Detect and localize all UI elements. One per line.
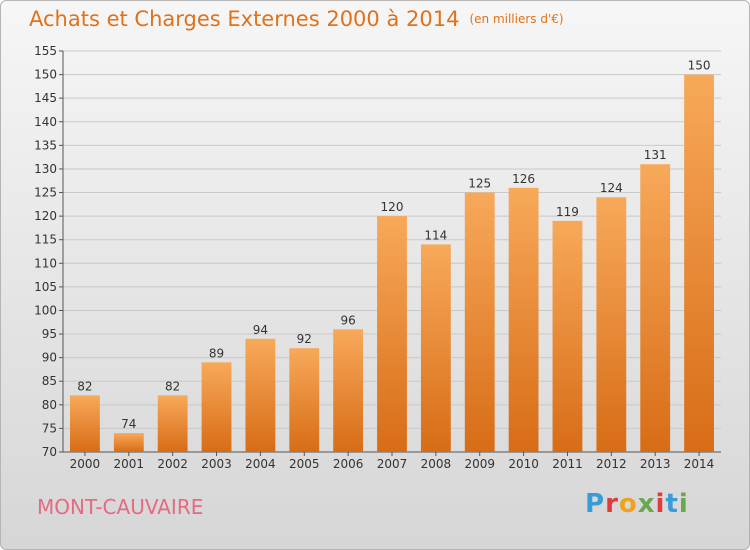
bar: [245, 338, 276, 452]
data-label: 124: [600, 181, 623, 195]
y-tick-label: 120: [34, 209, 57, 223]
logo-letter: t: [665, 489, 679, 519]
y-tick-label: 105: [34, 280, 57, 294]
proxiti-logo[interactable]: Proxiti: [585, 489, 689, 519]
y-tick-label: 75: [42, 421, 57, 435]
x-tick-label: 2011: [552, 457, 583, 471]
bar: [377, 216, 407, 452]
y-tick-label: 155: [34, 44, 57, 58]
data-label: 82: [77, 379, 92, 393]
bar: [420, 244, 451, 452]
data-label: 92: [297, 332, 312, 346]
y-tick-label: 145: [34, 91, 57, 105]
x-tick-label: 2001: [114, 457, 145, 471]
data-label: 94: [253, 323, 268, 337]
y-tick-label: 130: [34, 162, 57, 176]
y-tick-label: 140: [34, 115, 57, 129]
x-tick-label: 2007: [377, 457, 408, 471]
y-tick-label: 95: [42, 327, 57, 341]
x-tick-label: 2006: [333, 457, 364, 471]
y-tick-label: 100: [34, 303, 57, 317]
logo-letter: i: [678, 489, 689, 519]
data-label: 74: [121, 417, 136, 431]
y-tick-label: 125: [34, 186, 57, 200]
data-label: 125: [468, 177, 491, 191]
x-tick-label: 2008: [421, 457, 452, 471]
logo-letter: o: [618, 489, 638, 519]
y-tick-label: 115: [34, 233, 57, 247]
y-tick-label: 70: [42, 445, 57, 459]
bar: [684, 74, 714, 453]
y-tick-label: 150: [34, 68, 57, 82]
data-label: 82: [165, 379, 180, 393]
bar: [70, 395, 100, 452]
data-label: 126: [512, 172, 535, 186]
y-tick-label: 135: [34, 138, 57, 152]
y-tick-label: 85: [42, 374, 57, 388]
data-label: 120: [381, 200, 404, 214]
x-tick-label: 2003: [201, 457, 232, 471]
x-tick-label: 2010: [508, 457, 539, 471]
data-label: 131: [644, 148, 667, 162]
logo-letter: P: [585, 489, 606, 519]
data-label: 89: [209, 346, 224, 360]
logo-letter: i: [655, 489, 666, 519]
logo-letter: r: [605, 489, 619, 519]
x-tick-label: 2004: [245, 457, 276, 471]
bar: [640, 164, 671, 453]
bar: [289, 348, 320, 452]
chart-title: Achats et Charges Externes 2000 à 2014 (e…: [29, 7, 564, 31]
bar: [333, 329, 364, 452]
data-label: 119: [556, 205, 579, 219]
x-tick-label: 2014: [684, 457, 715, 471]
logo-letter: x: [637, 489, 656, 519]
x-tick-label: 2009: [464, 457, 495, 471]
bar: [113, 433, 144, 452]
data-label: 96: [340, 313, 355, 327]
commune-name: MONT-CAUVAIRE: [37, 495, 204, 519]
chart-title-text: Achats et Charges Externes 2000 à 2014: [29, 7, 460, 31]
bar: [464, 192, 495, 452]
bar: [157, 395, 188, 452]
bar: [201, 362, 232, 452]
bars: [70, 74, 714, 453]
y-tick-label: 110: [34, 256, 57, 270]
chart-subtitle: (en milliers d'€): [469, 12, 564, 26]
x-tick-label: 2000: [70, 457, 101, 471]
data-label: 150: [688, 59, 711, 73]
x-tick-label: 2012: [596, 457, 627, 471]
bar: [508, 187, 539, 452]
data-label: 114: [424, 228, 447, 242]
data-labels: 82 74 82 89 94 92 96 120 114 125 126 119 124 131 150: [77, 59, 710, 432]
x-tick-label: 2002: [157, 457, 188, 471]
x-tick-label: 2005: [289, 457, 320, 471]
y-tick-label: 90: [42, 351, 57, 365]
bar: [596, 197, 627, 452]
x-tick-label: 2013: [640, 457, 671, 471]
y-tick-label: 80: [42, 398, 57, 412]
bar: [552, 220, 583, 452]
